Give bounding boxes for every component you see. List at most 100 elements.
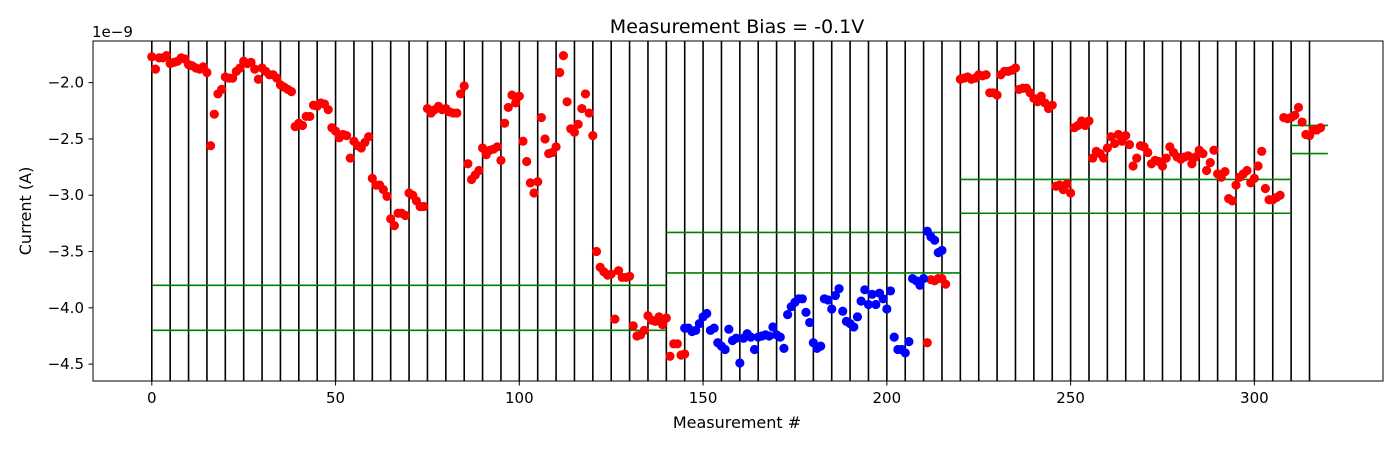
- red-data-point: [1257, 146, 1267, 156]
- red-data-point: [1132, 153, 1142, 163]
- x-axis-label: Measurement #: [673, 413, 801, 432]
- y-offset-label: 1e−9: [92, 23, 133, 41]
- plot-frame: [92, 40, 1384, 382]
- red-data-point: [981, 70, 991, 80]
- red-data-point: [477, 143, 488, 153]
- red-data-point: [514, 91, 524, 101]
- blue-data-point: [827, 304, 837, 314]
- red-data-point: [253, 74, 263, 84]
- red-data-point: [452, 108, 462, 118]
- blue-data-point: [885, 286, 896, 296]
- red-data-point: [1198, 148, 1208, 159]
- blue-data-point: [937, 245, 947, 256]
- red-data-point: [209, 109, 219, 119]
- red-data-point: [661, 313, 671, 323]
- red-data-point: [591, 246, 602, 257]
- red-data-point: [297, 120, 308, 131]
- blue-data-point: [900, 348, 910, 358]
- red-data-point: [1113, 129, 1123, 140]
- y-tick-label: −4.5: [48, 355, 84, 373]
- red-data-point: [551, 142, 561, 152]
- y-tick-label: −2.5: [48, 130, 84, 148]
- red-data-point: [235, 63, 245, 73]
- blue-data-point: [764, 331, 774, 341]
- red-data-point: [628, 321, 638, 331]
- red-data-point: [323, 105, 333, 115]
- blue-data-point: [830, 290, 840, 301]
- blue-data-point: [871, 299, 881, 310]
- red-data-point: [246, 57, 256, 67]
- red-data-point: [613, 266, 624, 276]
- red-data-point: [562, 97, 572, 107]
- red-data-point: [1315, 123, 1326, 133]
- blue-data-point: [878, 294, 888, 304]
- blue-data-point: [882, 304, 892, 314]
- blue-data-point: [889, 332, 899, 342]
- blue-data-point: [816, 341, 826, 351]
- red-data-point: [463, 159, 473, 169]
- blue-data-point: [863, 299, 874, 310]
- red-data-point: [1220, 166, 1230, 177]
- red-data-point: [217, 84, 227, 95]
- y-axis-label: Current (A): [16, 167, 35, 256]
- blue-data-point: [694, 318, 705, 329]
- red-data-point: [992, 90, 1002, 100]
- blue-data-point: [904, 336, 914, 347]
- red-data-point: [672, 339, 682, 349]
- x-tick-label: 0: [147, 389, 157, 407]
- red-data-point: [588, 130, 598, 141]
- red-data-point: [507, 90, 517, 100]
- red-data-point: [680, 349, 690, 359]
- blue-data-point: [775, 332, 785, 342]
- y-tick-label: −4.0: [48, 299, 84, 317]
- blue-data-point: [746, 332, 756, 342]
- red-data-point: [389, 221, 399, 231]
- data-points: [147, 51, 1326, 368]
- red-data-point: [1110, 138, 1120, 149]
- red-data-point: [1124, 139, 1135, 150]
- red-data-point: [503, 102, 513, 113]
- red-data-point: [161, 51, 172, 61]
- blue-data-point: [930, 235, 940, 245]
- red-data-point: [1128, 161, 1138, 171]
- red-data-point: [1183, 151, 1193, 161]
- red-data-point: [573, 119, 583, 129]
- blue-data-point: [779, 343, 789, 353]
- red-data-point: [382, 191, 392, 201]
- blue-data-point: [702, 308, 712, 319]
- red-data-point: [330, 126, 341, 136]
- red-data-point: [569, 127, 580, 137]
- red-data-point: [511, 98, 521, 108]
- red-data-point: [533, 177, 543, 187]
- red-data-point: [529, 188, 539, 198]
- red-data-point: [1187, 159, 1197, 169]
- red-data-point: [922, 338, 932, 348]
- red-data-point: [378, 185, 388, 195]
- red-data-point: [1190, 152, 1201, 162]
- red-data-point: [555, 67, 565, 78]
- red-data-point: [1084, 116, 1094, 126]
- x-tick-label: 250: [1056, 389, 1085, 407]
- red-data-point: [536, 112, 546, 123]
- red-data-point: [1062, 179, 1072, 189]
- red-data-point: [147, 52, 157, 62]
- y-axis: −4.5 −4.0 −3.5 −3.0 −2.5 −2.0: [48, 74, 93, 373]
- red-data-point: [345, 153, 355, 163]
- blue-data-point: [823, 295, 833, 305]
- red-data-point: [584, 108, 594, 118]
- red-data-point: [496, 155, 506, 165]
- blue-data-point: [805, 317, 815, 328]
- red-data-point: [1088, 153, 1098, 163]
- blue-data-point: [915, 280, 925, 290]
- blue-data-point: [849, 322, 859, 332]
- blue-data-point: [735, 358, 745, 368]
- red-data-point: [400, 210, 410, 221]
- red-data-point: [341, 130, 352, 141]
- red-data-point: [272, 73, 282, 83]
- red-data-point: [1260, 183, 1270, 194]
- red-data-point: [577, 103, 587, 114]
- red-data-point: [1047, 100, 1057, 110]
- blue-data-point: [731, 333, 741, 343]
